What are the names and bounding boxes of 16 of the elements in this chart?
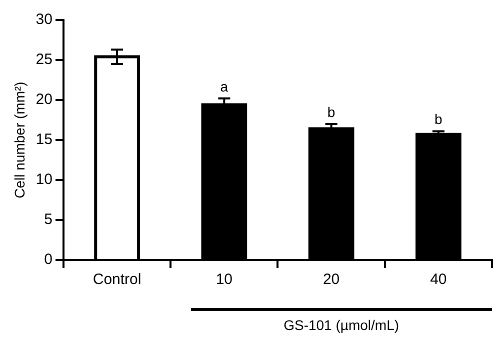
x-axis-title: GS-101 (µmol/mL) bbox=[284, 317, 400, 333]
annotation: b bbox=[434, 111, 443, 128]
x-tick-label: 10 bbox=[216, 271, 233, 288]
annotation: b bbox=[327, 104, 336, 120]
y-tick-label: 0 bbox=[44, 251, 52, 268]
y-tick-label: 15 bbox=[36, 131, 52, 148]
y-tick-label: 10 bbox=[36, 171, 52, 188]
y-tick-label: 30 bbox=[36, 11, 52, 28]
y-tick-label: 5 bbox=[44, 211, 52, 228]
x-tick-label: Control bbox=[92, 271, 142, 288]
y-tick-label: 25 bbox=[36, 51, 52, 68]
y-axis-title: Cell number (mm²) bbox=[11, 82, 28, 198]
y-tick-label: 20 bbox=[36, 91, 52, 108]
x-tick-label: 20 bbox=[322, 271, 340, 288]
annotation: a bbox=[220, 78, 228, 94]
x-tick-label: 40 bbox=[430, 271, 447, 288]
